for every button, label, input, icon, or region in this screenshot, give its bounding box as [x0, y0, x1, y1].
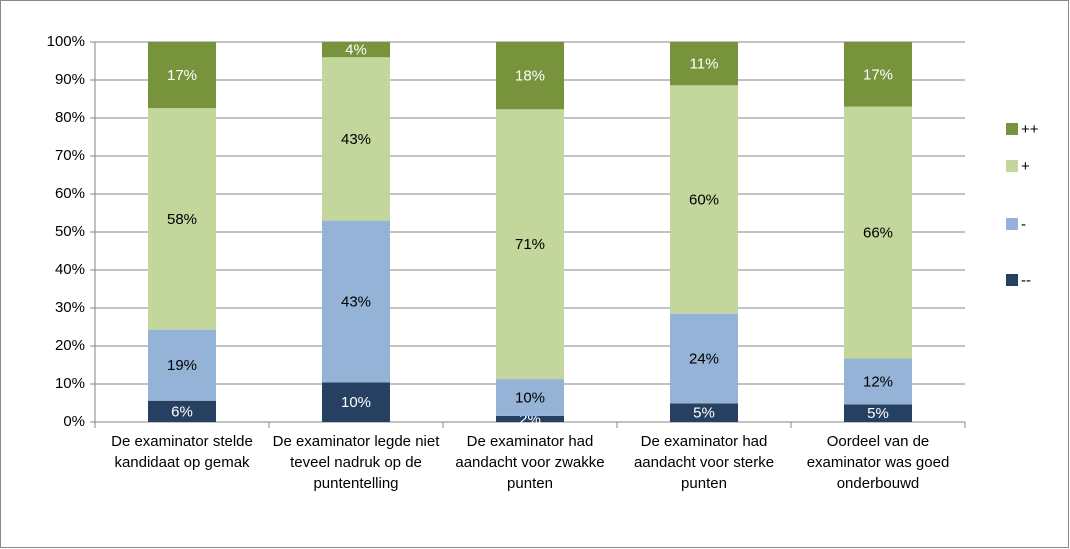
data-label: 19%: [167, 357, 197, 374]
data-label: 17%: [863, 66, 893, 83]
x-tick-label: Oordeel van de examinator was goed onder…: [806, 433, 950, 492]
legend-swatch: [1006, 218, 1018, 230]
data-label: 5%: [867, 405, 889, 422]
y-tick-label: 40%: [55, 261, 85, 278]
bar-segment: [670, 403, 738, 422]
bar-segment: [322, 57, 390, 221]
y-tick-label: 70%: [55, 147, 85, 164]
bar-segment: [844, 404, 912, 422]
legend-label: +: [1021, 158, 1030, 175]
y-tick-label: 50%: [55, 223, 85, 240]
data-label: 6%: [171, 403, 193, 420]
y-tick-label: 10%: [55, 375, 85, 392]
bar-segment: [496, 379, 564, 416]
bar-segment: [148, 42, 216, 109]
data-label: 18%: [515, 68, 545, 85]
legend-swatch: [1006, 123, 1018, 135]
legend-label: --: [1021, 272, 1031, 289]
legend-swatch: [1006, 274, 1018, 286]
data-label: 66%: [863, 225, 893, 242]
legend-label: -: [1021, 216, 1026, 233]
bar-segment: [844, 358, 912, 405]
data-label: 43%: [341, 294, 371, 311]
data-label: 10%: [515, 389, 545, 406]
x-tick-label: De examinator had aandacht voor zwakke p…: [455, 433, 605, 492]
y-tick-label: 100%: [47, 33, 85, 50]
data-label: 60%: [689, 191, 719, 208]
bar-segment: [496, 415, 564, 422]
data-label: 24%: [689, 351, 719, 368]
x-tick-label: De examinator stelde kandidaat op gemak: [111, 433, 253, 471]
y-tick-label: 80%: [55, 109, 85, 126]
bar-segment: [148, 108, 216, 330]
legend-label: ++: [1021, 121, 1039, 138]
bar-segment: [322, 42, 390, 58]
bar-segment: [148, 329, 216, 401]
data-label: 71%: [515, 236, 545, 253]
data-label: 58%: [167, 211, 197, 228]
y-tick-label: 60%: [55, 185, 85, 202]
bar-segment: [322, 220, 390, 383]
data-label: 17%: [167, 67, 197, 84]
bar-segment: [844, 106, 912, 359]
bar-segment: [496, 109, 564, 380]
y-tick-label: 30%: [55, 299, 85, 316]
bar-segment: [322, 382, 390, 422]
x-tick-label: De examinator legde niet teveel nadruk o…: [272, 433, 440, 492]
data-label: 5%: [693, 405, 715, 422]
data-label: 4%: [345, 42, 367, 59]
data-label: 43%: [341, 131, 371, 148]
bar-segment: [670, 313, 738, 404]
bar-segment: [844, 42, 912, 107]
y-tick-label: 20%: [55, 337, 85, 354]
data-label: 12%: [863, 373, 893, 390]
bar-segment: [496, 42, 564, 110]
y-tick-label: 90%: [55, 71, 85, 88]
bar-segment: [670, 85, 738, 314]
data-label: 10%: [341, 394, 371, 411]
y-tick-label: 0%: [63, 413, 85, 430]
data-label: 11%: [690, 56, 719, 73]
x-tick-label: De examinator had aandacht voor sterke p…: [633, 433, 775, 492]
bar-segment: [670, 42, 738, 86]
bar-segment: [148, 400, 216, 422]
legend-swatch: [1006, 160, 1018, 172]
